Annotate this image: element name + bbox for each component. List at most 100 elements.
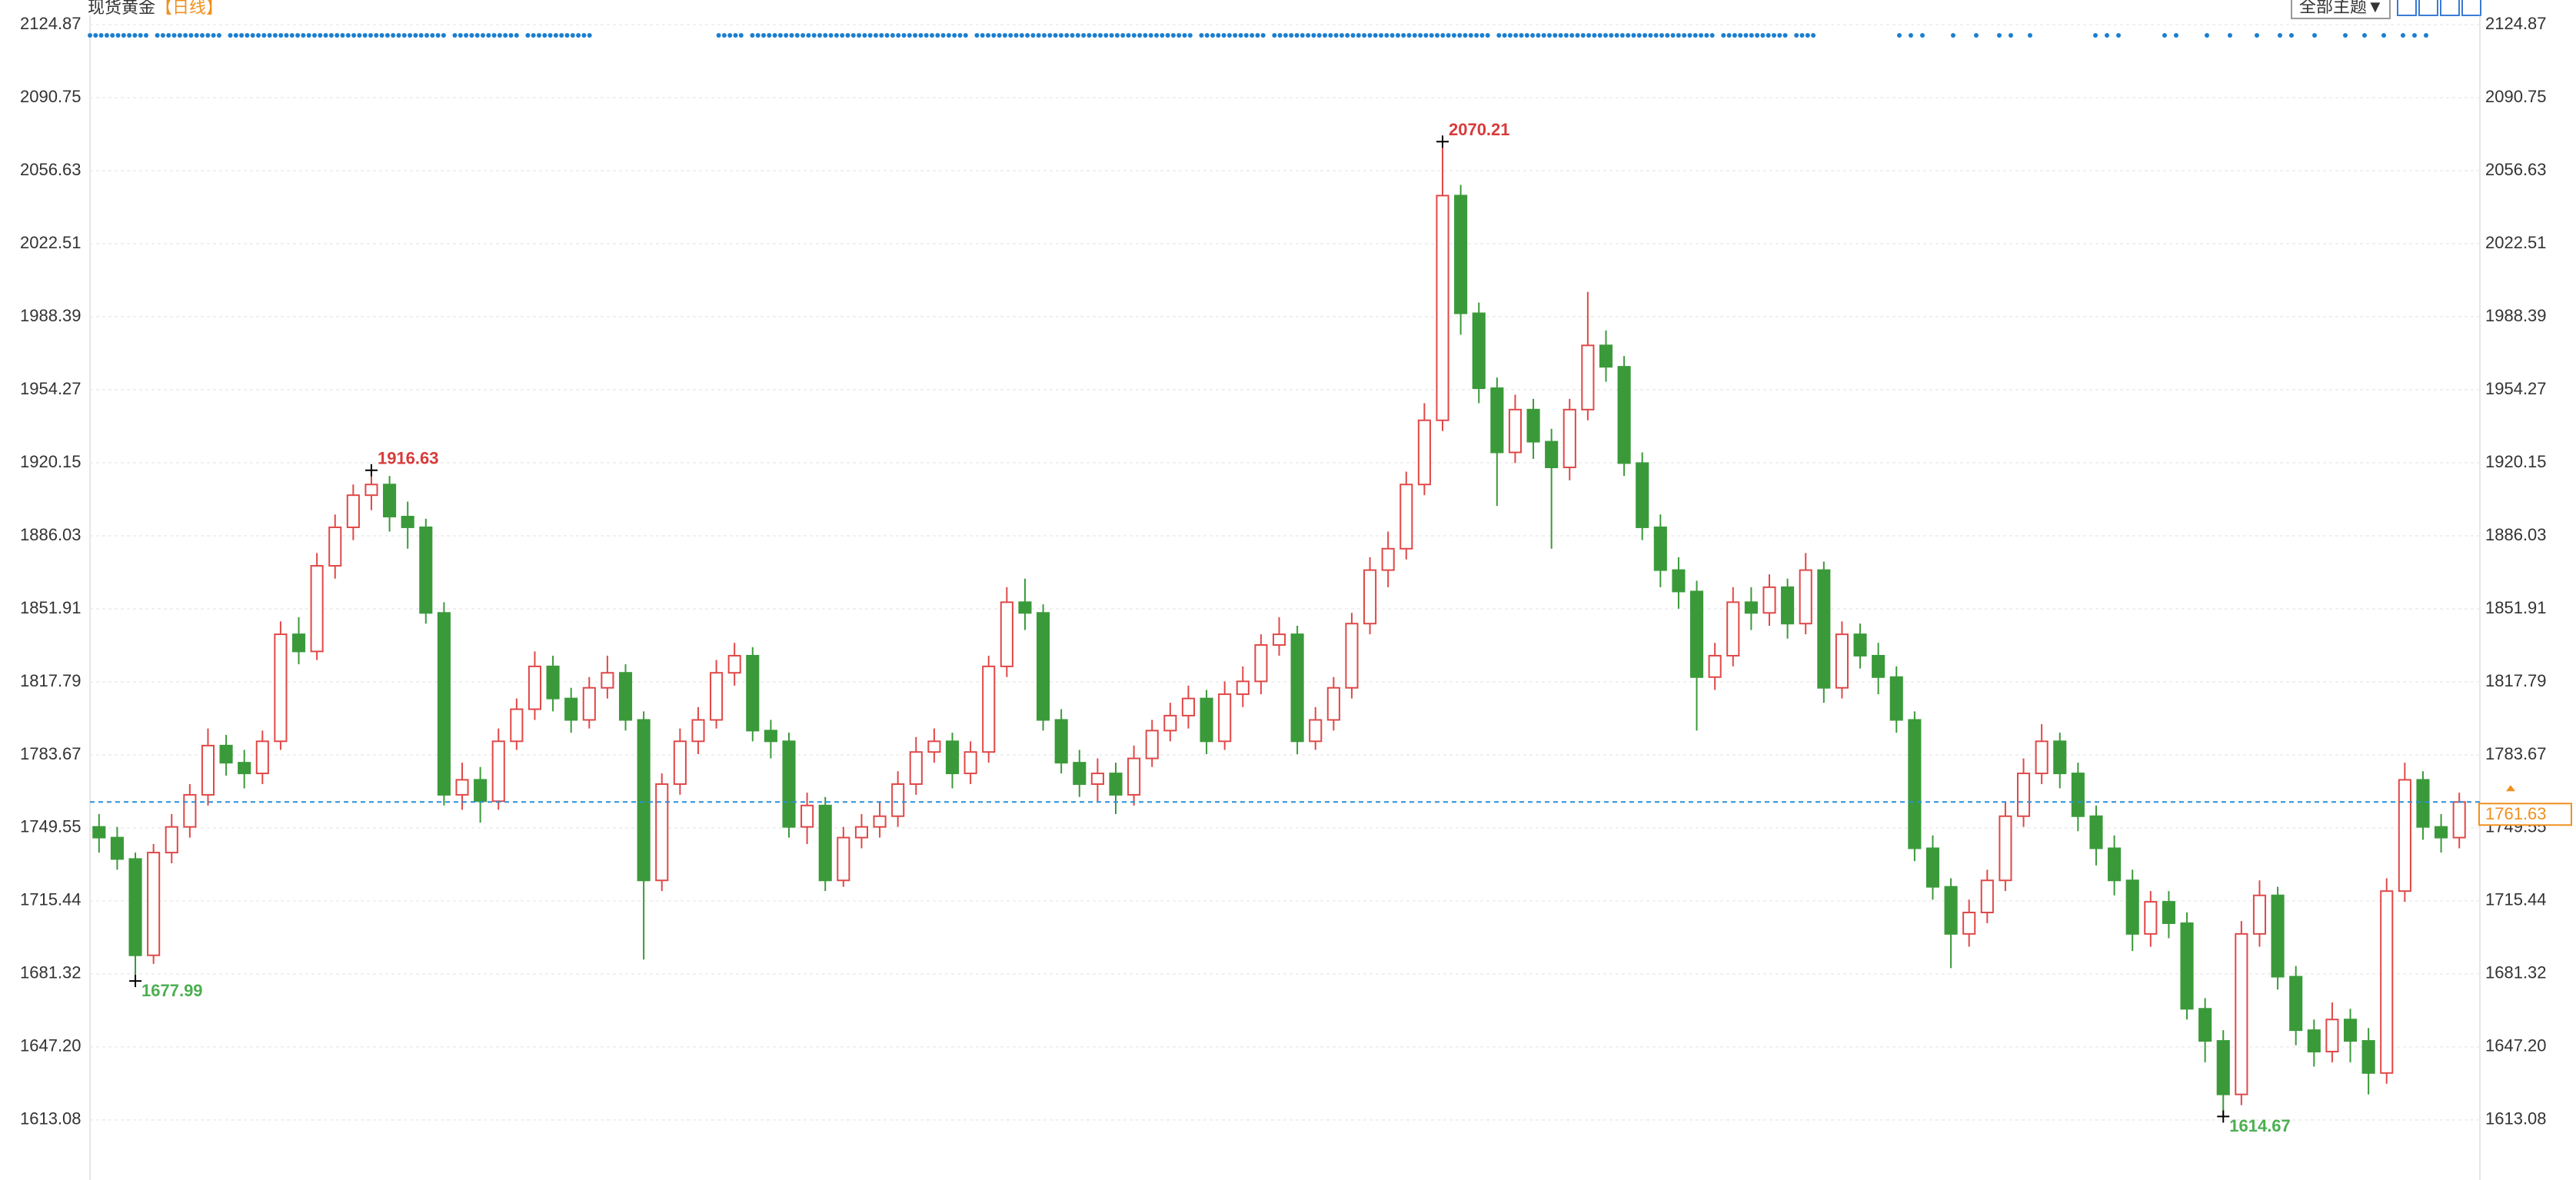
candle-body: [165, 826, 178, 854]
last-price-arrow: [2506, 785, 2515, 792]
event-dot: [828, 33, 834, 38]
event-dot: [2174, 33, 2178, 38]
low-mark-cross: [2217, 1110, 2230, 1123]
event-dot: [110, 33, 115, 38]
event-dot: [1328, 33, 1333, 38]
candle-body: [746, 654, 760, 732]
candle-body: [1944, 886, 1958, 935]
event-dot: [491, 33, 497, 38]
event-dot: [357, 33, 362, 38]
event-dot: [256, 33, 261, 38]
event-dot: [1580, 33, 1586, 38]
candle-body: [1908, 719, 1922, 849]
event-dot: [2028, 33, 2032, 38]
event-dot: [2424, 33, 2428, 38]
toolbar-icons[interactable]: [2397, 0, 2481, 16]
event-dot: [1524, 33, 1529, 38]
event-dot: [166, 33, 171, 38]
candle-body: [1781, 586, 1795, 625]
event-dot: [2401, 33, 2405, 38]
event-dot: [267, 33, 272, 38]
event-dot: [817, 33, 822, 38]
event-dot: [413, 33, 418, 38]
event-dot: [874, 33, 878, 38]
candle-body: [691, 719, 705, 743]
event-dot: [1603, 33, 1608, 38]
candle-body: [2216, 1040, 2230, 1095]
candle-body: [1581, 344, 1595, 411]
event-dot: [1676, 33, 1681, 38]
candle-body: [2144, 901, 2158, 935]
event-dot: [1182, 33, 1187, 38]
event-dot: [1170, 33, 1176, 38]
event-dot: [890, 33, 895, 38]
event-dot: [1575, 33, 1580, 38]
event-dot: [408, 33, 413, 38]
y-tick-label-right: 1681.32: [2485, 963, 2547, 982]
event-dot: [1541, 33, 1546, 38]
event-dot: [1772, 33, 1776, 38]
candle-body: [1436, 194, 1449, 421]
candle-body: [673, 740, 687, 785]
event-dot: [1782, 33, 1788, 38]
candle-body: [1835, 633, 1849, 689]
event-dot: [581, 33, 587, 38]
event-dot: [1036, 33, 1041, 38]
candle-body: [1925, 847, 1940, 888]
event-dot: [441, 33, 446, 38]
event-dot: [1333, 33, 1339, 38]
candle-body: [1109, 773, 1123, 796]
event-dot: [2362, 33, 2367, 38]
y-tick-label-left: 1613.08: [20, 1109, 82, 1128]
event-dot: [379, 33, 384, 38]
candle-body: [364, 484, 378, 497]
event-dot: [345, 33, 351, 38]
y-tick-label-left: 2124.87: [20, 14, 82, 33]
event-dot: [1474, 33, 1479, 38]
event-dot: [772, 33, 777, 38]
y-tick-label-right: 1886.03: [2485, 525, 2547, 544]
candle-body: [2325, 1019, 2339, 1052]
candle-body: [1218, 693, 1232, 743]
candle-body: [909, 751, 923, 785]
y-tick-label-right: 2090.75: [2485, 87, 2547, 106]
event-dot: [306, 33, 311, 38]
event-dot: [1131, 33, 1137, 38]
event-dot: [1216, 33, 1221, 38]
y-tick-label-left: 1681.32: [20, 963, 82, 982]
event-dot: [289, 33, 295, 38]
candle-body: [2108, 847, 2122, 882]
event-dot: [458, 33, 463, 38]
event-dot: [1665, 33, 1670, 38]
candle-body: [2289, 976, 2303, 1032]
event-dot: [1406, 33, 1412, 38]
event-dot: [564, 33, 570, 38]
event-dots: [88, 33, 2428, 38]
event-dot: [587, 33, 592, 38]
theme-menu[interactable]: 全部主题▼: [2299, 0, 2384, 16]
event-dot: [503, 33, 508, 38]
candle-body: [2235, 932, 2248, 1095]
event-dot: [1636, 33, 1642, 38]
event-dot: [1502, 33, 1507, 38]
theme-menu-box[interactable]: [2291, 0, 2391, 19]
y-tick-label-left: 2090.75: [20, 87, 82, 106]
event-dot: [245, 33, 250, 38]
event-dot: [1670, 33, 1676, 38]
y-tick-label-left: 2056.63: [20, 160, 82, 179]
event-dot: [2255, 33, 2259, 38]
event-dot: [1479, 33, 1485, 38]
candle-body: [147, 852, 161, 956]
event-dot: [1553, 33, 1558, 38]
last-price-box: [2478, 803, 2572, 826]
candle-body: [1708, 654, 1722, 678]
candle-body: [582, 686, 596, 721]
candle-body: [1090, 773, 1104, 785]
event-dot: [1721, 33, 1726, 38]
event-dot: [1277, 33, 1283, 38]
low-mark-cross: [129, 975, 142, 988]
candle-body: [854, 826, 869, 839]
event-dot: [312, 33, 317, 38]
candle-body: [1309, 719, 1323, 743]
event-dot: [334, 33, 340, 38]
